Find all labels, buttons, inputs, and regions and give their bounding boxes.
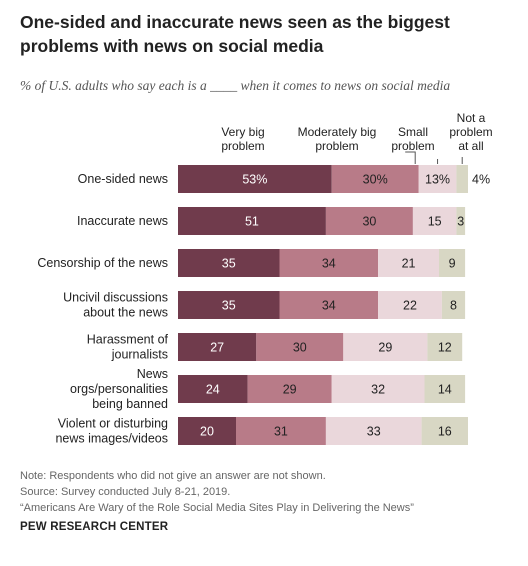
data-label: 53% xyxy=(242,173,267,187)
bar-segment xyxy=(456,207,466,235)
bar-segment xyxy=(247,375,332,403)
bar-segment xyxy=(178,165,332,193)
chart-title: One-sided and inaccurate news seen as th… xyxy=(20,12,450,56)
legend-leader-lines xyxy=(405,151,463,164)
data-label: 13% xyxy=(425,173,450,187)
data-label: 34 xyxy=(322,299,336,313)
data-label: 15 xyxy=(428,215,442,229)
bar-segment xyxy=(178,333,257,361)
category-label: Inaccurate news xyxy=(77,214,168,228)
data-label: 8 xyxy=(450,299,457,313)
bar-segment xyxy=(178,249,280,277)
category-label: Harassment of xyxy=(87,333,169,347)
data-label: 27 xyxy=(210,341,224,355)
data-label: 14 xyxy=(438,383,452,397)
data-label: 20 xyxy=(200,425,214,439)
value-labels: 53% 30% 13% 4% 51 30 15 3 35 34 21 9 35 34 22 8 27 30 29 12… xyxy=(200,173,490,439)
legend-not-a-problem: Not a problem at all xyxy=(449,111,493,153)
data-label: 4% xyxy=(472,173,490,187)
bar-segment xyxy=(441,291,466,319)
bar-segment xyxy=(279,249,379,277)
category-label: being banned xyxy=(92,397,168,411)
data-label: 16 xyxy=(438,425,452,439)
data-label: 21 xyxy=(402,257,416,271)
category-label: Uncivil discussions xyxy=(63,291,168,305)
data-label: 34 xyxy=(322,257,336,271)
bar-segment xyxy=(178,375,248,403)
bar-segment xyxy=(421,417,468,445)
data-label: 24 xyxy=(206,383,220,397)
footnotes: Note: Respondents who did not give an an… xyxy=(20,468,520,516)
category-label: News xyxy=(137,367,168,381)
legend-moderately-big-problem: Moderately big problem xyxy=(297,125,377,153)
bar-segment xyxy=(178,207,326,235)
data-label: 35 xyxy=(222,257,236,271)
legend-leader-line xyxy=(405,151,416,164)
bar-segment xyxy=(236,417,326,445)
data-label: 30% xyxy=(363,173,388,187)
data-label: 30 xyxy=(362,215,376,229)
bar-segment xyxy=(325,207,413,235)
legend-small-problem: Small problem xyxy=(391,125,435,153)
data-label: 33 xyxy=(367,425,381,439)
brand-logo-text: PEW RESEARCH CENTER xyxy=(20,521,169,533)
bar-segments xyxy=(178,165,468,445)
category-labels: One-sided news Inaccurate news Censorship … xyxy=(37,172,168,446)
bar-segment xyxy=(427,333,463,361)
note-text: Note: Respondents who did not give an an… xyxy=(20,470,326,482)
bar-segment xyxy=(343,333,428,361)
category-label: One-sided news xyxy=(78,172,168,186)
data-label: 22 xyxy=(403,299,417,313)
bar-segment xyxy=(418,165,457,193)
bar-segment xyxy=(178,417,236,445)
data-label: 30 xyxy=(293,341,307,355)
legend-very-big-problem: Very big problem xyxy=(221,125,265,153)
bar-segment xyxy=(331,165,419,193)
data-label: 12 xyxy=(438,341,452,355)
report-text: “Americans Are Wary of the Role Social M… xyxy=(20,502,414,514)
category-label: news images/videos xyxy=(55,432,168,446)
bar-segment xyxy=(439,249,466,277)
category-label: about the news xyxy=(83,306,168,320)
bar-segment xyxy=(456,165,468,193)
bar-segment xyxy=(325,417,422,445)
data-label: 3 xyxy=(457,215,464,229)
data-label: 51 xyxy=(245,215,259,229)
bar-segment xyxy=(256,333,344,361)
bar-segment xyxy=(424,375,466,403)
data-label: 29 xyxy=(378,341,392,355)
bar-segment xyxy=(378,249,439,277)
source-text: Source: Survey conducted July 8-21, 2019… xyxy=(20,486,231,498)
category-label: journalists xyxy=(111,348,168,362)
bar-segment xyxy=(279,291,379,319)
data-label: 31 xyxy=(274,425,288,439)
category-label: Violent or disturbing xyxy=(58,417,168,431)
data-label: 35 xyxy=(222,299,236,313)
bar-segment xyxy=(378,291,442,319)
data-label: 9 xyxy=(449,257,456,271)
chart-subtitle: % of U.S. adults who say each is a ____ … xyxy=(20,78,451,93)
bar-segment xyxy=(178,291,280,319)
category-label: orgs/personalities xyxy=(70,382,168,396)
bar-segment xyxy=(412,207,457,235)
category-label: Censorship of the news xyxy=(37,256,168,270)
bar-segment xyxy=(331,375,425,403)
data-label: 29 xyxy=(283,383,297,397)
data-label: 32 xyxy=(371,383,385,397)
